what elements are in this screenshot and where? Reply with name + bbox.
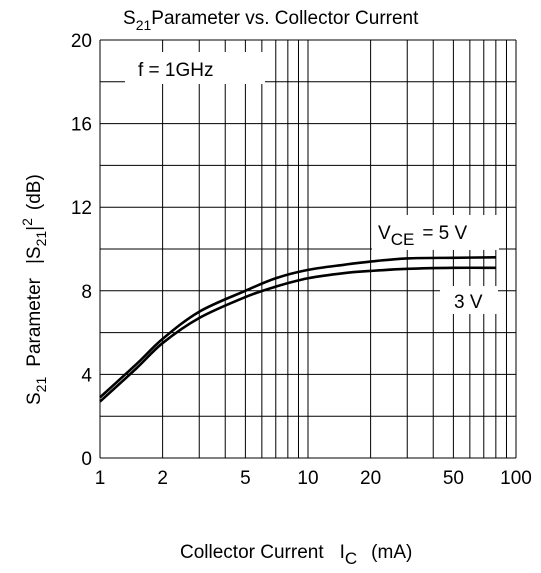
- x-tick-labels: 1 2 5 10 20 50 100: [95, 468, 532, 489]
- y-tick-label: 8: [81, 282, 92, 303]
- x-tick-label: 5: [240, 468, 251, 489]
- y-tick-label: 16: [71, 115, 92, 136]
- chart-title: S21Parameter vs. Collector Current: [123, 8, 419, 33]
- x-tick-label: 100: [500, 468, 532, 489]
- x-tick-label: 50: [443, 468, 464, 489]
- y-tick-label: 20: [71, 31, 92, 52]
- curves: [99, 256, 496, 403]
- y-tick-label: 0: [81, 449, 92, 470]
- y-axis-label: S21Parameter|S21|2(dB): [19, 174, 49, 405]
- series-line-vce-3v: [99, 266, 496, 403]
- x-tick-label: 20: [360, 468, 381, 489]
- y-tick-labels: 0 4 8 12 16 20: [71, 31, 93, 470]
- x-axis-label: Collector Current IC (mA): [180, 542, 412, 568]
- x-tick-label: 10: [297, 468, 318, 489]
- vce5-label-bg: [372, 215, 499, 250]
- condition-label-bg: [125, 52, 265, 84]
- series-line-vce-5v: [99, 256, 496, 399]
- x-tick-label: 1: [95, 468, 106, 489]
- vce5-label: VCE = 5 V: [378, 223, 468, 249]
- y-tick-label: 12: [71, 198, 92, 219]
- x-tick-label: 2: [157, 468, 168, 489]
- vce3-label: 3 V: [454, 292, 483, 313]
- condition-label: f = 1GHz: [138, 60, 214, 81]
- y-tick-label: 4: [81, 365, 92, 386]
- vce3-label-bg: [440, 286, 498, 314]
